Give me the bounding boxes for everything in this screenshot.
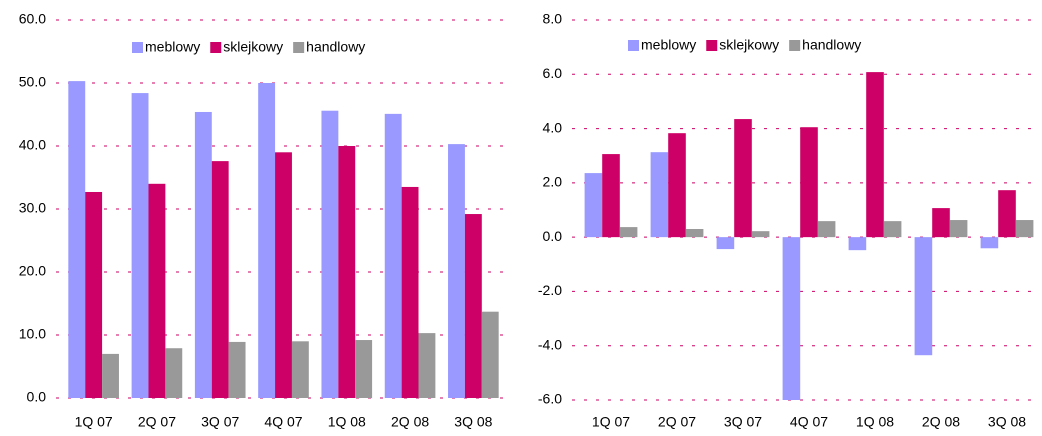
bar (194, 111, 212, 398)
legend-swatch (789, 40, 801, 51)
y-tick-label: 60.0 (19, 11, 46, 27)
bar (602, 154, 620, 238)
bar (619, 227, 638, 238)
y-tick-label: 4.0 (543, 119, 563, 135)
x-tick-label: 4Q 07 (790, 414, 828, 430)
x-tick-label: 3Q 07 (201, 414, 239, 430)
x-tick-label: 1Q 08 (328, 414, 366, 430)
bar (355, 340, 373, 398)
bar (998, 190, 1016, 238)
legend-label: handlowy (306, 39, 365, 55)
bar (782, 237, 801, 400)
bar (291, 341, 309, 398)
bar (914, 237, 933, 356)
bar (817, 221, 836, 238)
legend-swatch (293, 42, 305, 53)
y-tick-label: -4.0 (538, 336, 562, 352)
y-tick-label: 40.0 (19, 137, 46, 153)
bar (668, 133, 686, 238)
legend-swatch (706, 40, 718, 51)
bar (321, 110, 339, 398)
bar (275, 152, 292, 398)
bar (85, 191, 103, 398)
bar (866, 72, 884, 238)
bar (131, 93, 149, 398)
y-tick-label: 30.0 (19, 200, 46, 216)
bar (751, 231, 770, 238)
legend-label: sklejkowy (719, 37, 779, 53)
bar (68, 81, 86, 399)
bar (650, 152, 669, 238)
y-tick-label: 8.0 (543, 11, 563, 27)
bar (148, 183, 166, 398)
bar (448, 144, 465, 398)
legend-swatch (132, 42, 143, 53)
legend-swatch (210, 42, 222, 53)
bar (418, 333, 436, 398)
bar (685, 229, 704, 238)
x-tick-label: 2Q 08 (391, 414, 429, 430)
y-tick-label: 0.0 (543, 228, 563, 244)
bar (734, 119, 752, 238)
y-tick-label: 0.0 (27, 389, 47, 405)
y-tick-label: -2.0 (538, 282, 562, 298)
y-tick-label: 20.0 (19, 263, 46, 279)
bar (228, 341, 246, 398)
bar (102, 353, 119, 398)
bar (949, 220, 968, 238)
y-tick-label: -6.0 (538, 391, 562, 407)
bar (980, 237, 999, 249)
bar (883, 221, 902, 238)
x-tick-label: 2Q 07 (658, 414, 696, 430)
x-tick-label: 3Q 08 (454, 414, 492, 430)
x-tick-label: 3Q 07 (724, 414, 762, 430)
bar (401, 186, 419, 398)
bar (481, 311, 499, 398)
legend-label: meblowy (145, 39, 200, 55)
x-tick-label: 2Q 07 (138, 414, 176, 430)
x-tick-label: 1Q 07 (592, 414, 630, 430)
x-tick-label: 3Q 08 (988, 414, 1026, 430)
legend-label: handlowy (802, 37, 861, 53)
bar (211, 161, 229, 398)
y-tick-label: 10.0 (19, 326, 46, 342)
bar (716, 237, 735, 250)
bar (848, 237, 867, 251)
bar (384, 113, 402, 399)
x-tick-label: 4Q 07 (264, 414, 302, 430)
bar (800, 127, 818, 238)
y-tick-label: 2.0 (543, 174, 563, 190)
y-tick-label: 50.0 (19, 74, 46, 90)
bar (464, 214, 482, 398)
bar (932, 208, 950, 238)
bar (584, 173, 603, 238)
legend-label: sklejkowy (223, 39, 283, 55)
legend-label: meblowy (641, 37, 696, 53)
legend-swatch (628, 40, 639, 51)
y-tick-label: 6.0 (543, 65, 563, 81)
bar (258, 83, 276, 398)
bar (1015, 220, 1034, 238)
bar (165, 348, 183, 398)
x-tick-label: 2Q 08 (922, 414, 960, 430)
x-tick-label: 1Q 08 (856, 414, 894, 430)
x-tick-label: 1Q 07 (75, 414, 113, 430)
bar (338, 146, 356, 398)
